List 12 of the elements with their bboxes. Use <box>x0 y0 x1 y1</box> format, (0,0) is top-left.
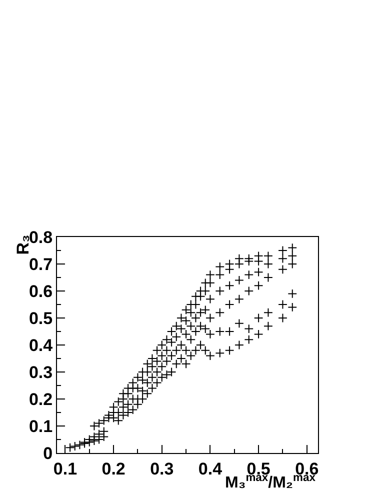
y-tick-label: 0.2 <box>28 390 53 409</box>
y-tick-label: 0.3 <box>28 362 53 382</box>
y-tick-label: 0.6 <box>28 282 53 301</box>
y-tick-label: 0 <box>43 444 53 463</box>
y-tick-label: 0.1 <box>28 416 53 436</box>
x-tick-label: 0.4 <box>198 459 223 478</box>
x-tick-label: 0.2 <box>102 459 126 478</box>
y-tick-label: 0.5 <box>28 308 53 328</box>
x-tick-label: 0.3 <box>150 459 174 478</box>
y-tick-label: 0.7 <box>28 254 53 274</box>
x-tick-label: 0.1 <box>53 459 78 478</box>
y-tick-label: 0.4 <box>28 336 54 355</box>
